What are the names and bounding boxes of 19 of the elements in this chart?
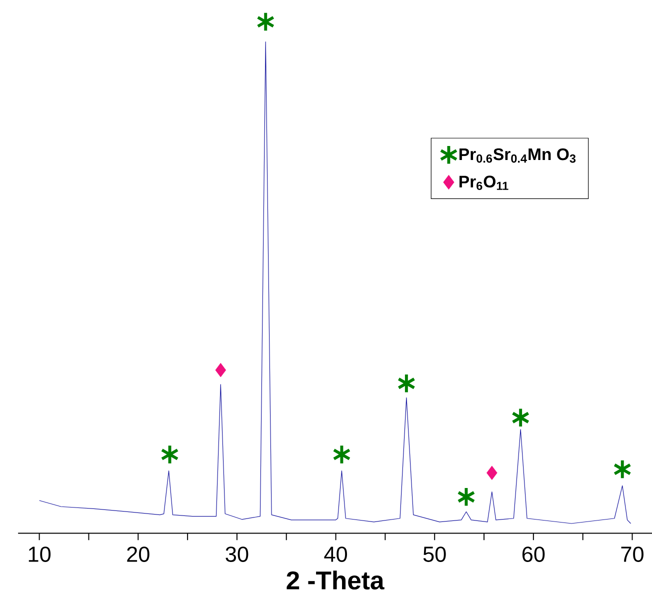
point bbox=[613, 458, 632, 480]
x-tick-label: 40 bbox=[324, 546, 348, 562]
x-tick-label: 30 bbox=[226, 546, 248, 562]
x-tick-label: 70 bbox=[621, 546, 644, 562]
x-tick-label: 60 bbox=[522, 546, 545, 562]
point bbox=[256, 11, 275, 32]
point bbox=[332, 444, 351, 465]
x-tick-label: 20 bbox=[127, 546, 150, 562]
point bbox=[397, 372, 416, 394]
legend-label: Pr$_{0.6}$Sr$_{0.4}$Mn O$_{3}$ bbox=[460, 148, 576, 163]
x-axis-title: 2 -Theta bbox=[286, 570, 384, 590]
point bbox=[215, 362, 226, 378]
point bbox=[457, 486, 476, 508]
x-tick-label: 10 bbox=[28, 546, 51, 562]
point bbox=[486, 466, 498, 480]
point bbox=[511, 407, 530, 428]
legend-label: Pr$_{6}$O$_{11}$ bbox=[460, 176, 508, 190]
x-tick-label: 50 bbox=[423, 546, 446, 562]
point bbox=[160, 444, 179, 465]
